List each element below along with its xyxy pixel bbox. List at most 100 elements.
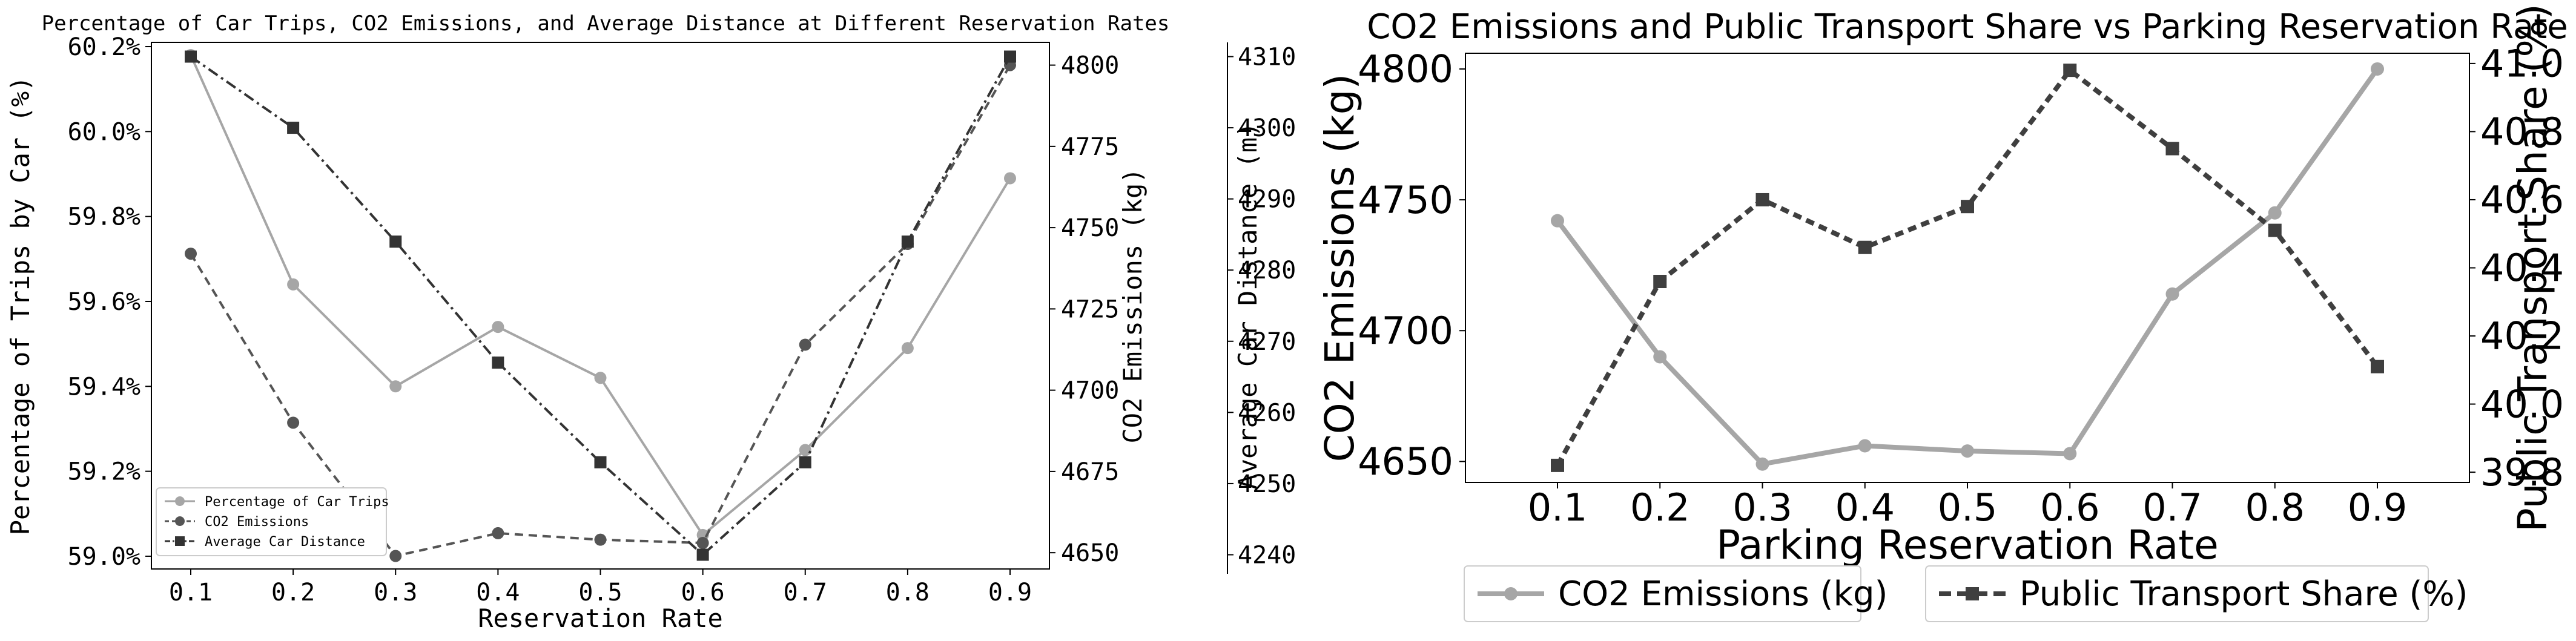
- y-tick-label: 39.8: [2480, 450, 2564, 495]
- series-line: [190, 64, 1011, 557]
- data-point: [1551, 458, 1564, 472]
- data-point: [1653, 275, 1667, 289]
- chart-title: Percentage of Car Trips, CO2 Emissions, …: [42, 12, 1170, 36]
- x-tick-label: 0.8: [2245, 485, 2305, 530]
- x-tick-label: 0.9: [988, 579, 1032, 606]
- x-tick-label: 0.4: [1835, 485, 1895, 530]
- legend-marker: [1966, 587, 1979, 600]
- legend-marker: [175, 496, 185, 506]
- legend: CO2 Emissions (kg) Public Transport Share…: [1464, 565, 2468, 622]
- data-point: [492, 321, 504, 334]
- data-point: [2268, 223, 2282, 237]
- legend-box: [1464, 565, 1861, 622]
- y-tick-label: 4250: [1238, 470, 1296, 498]
- data-point: [287, 416, 300, 429]
- y-tick-label: 4300: [1238, 114, 1296, 142]
- x-tick-label: 0.4: [476, 579, 520, 606]
- data-point: [1858, 240, 1872, 254]
- y-tick-label: 4675: [1061, 458, 1119, 486]
- y-tick-label: 59.6%: [68, 288, 140, 316]
- y-tick-label: 40.6: [2480, 178, 2564, 222]
- x-tick-label: 0.3: [374, 579, 417, 606]
- y-tick-label: 4280: [1238, 257, 1296, 284]
- y-tick-label: 4270: [1238, 328, 1296, 356]
- x-tick-label: 0.7: [2142, 485, 2202, 530]
- y-tick-label: 40.0: [2480, 382, 2564, 426]
- legend: Percentage of Car Trips CO2 Emissions Aver…: [156, 487, 389, 556]
- x-tick-label: 0.8: [886, 579, 930, 606]
- y-tick-label: 40.8: [2480, 110, 2564, 154]
- y-tick-label: 41.0: [2480, 42, 2564, 86]
- data-point: [1755, 192, 1769, 206]
- y-tick-label: 4725: [1061, 295, 1119, 323]
- x-tick-label: 0.3: [1732, 485, 1792, 530]
- x-tick-label: 0.1: [169, 579, 213, 606]
- y-tick-label: 4700: [1358, 309, 1453, 353]
- x-tick-label: 0.9: [2348, 485, 2408, 530]
- data-point: [1551, 214, 1564, 228]
- y-tick-label: 4310: [1238, 44, 1296, 71]
- y-tick-label: 4800: [1358, 47, 1453, 91]
- legend-marker: [175, 516, 185, 526]
- legend-marker: [175, 536, 185, 546]
- plot-frame: [1465, 53, 2470, 483]
- data-point: [594, 456, 607, 468]
- data-point: [2165, 142, 2179, 156]
- data-point: [287, 122, 300, 134]
- data-point: [492, 527, 504, 539]
- y-tick-label: 4260: [1238, 399, 1296, 427]
- data-point: [2268, 206, 2282, 220]
- data-point: [389, 550, 402, 562]
- y-axis-label-right: Public Transport Share (%): [2509, 4, 2556, 532]
- data-point: [799, 444, 811, 456]
- x-tick-label: 0.2: [271, 579, 315, 606]
- y-tick-label: 59.4%: [68, 373, 140, 401]
- data-point: [2063, 447, 2077, 461]
- data-point: [2371, 62, 2384, 76]
- legend-box: [1925, 565, 2429, 622]
- y-tick-label: 4650: [1358, 439, 1453, 484]
- legend-label: Public Transport Share (%): [2020, 574, 2468, 614]
- legend-label: CO2 Emissions: [205, 514, 309, 530]
- y-tick-label: 60.2%: [68, 33, 140, 61]
- y-tick-label: 59.0%: [68, 543, 140, 571]
- series-line: [190, 55, 1011, 556]
- data-point: [1004, 172, 1016, 185]
- data-point: [799, 338, 811, 351]
- y-tick-label: 4650: [1061, 539, 1119, 567]
- data-point: [389, 380, 402, 393]
- y-tick-label: 4800: [1061, 52, 1119, 80]
- x-tick-label: 0.5: [1938, 485, 1998, 530]
- legend-label: CO2 Emissions (kg): [1558, 574, 1887, 614]
- series-line: [1555, 68, 2380, 467]
- data-point: [696, 548, 709, 561]
- x-tick-label: 0.1: [1528, 485, 1588, 530]
- chart-2: CO2 Emissions and Public Transport Share…: [1316, 4, 2568, 622]
- y-tick-label: 4290: [1238, 186, 1296, 214]
- y-tick-label: 4240: [1238, 541, 1296, 569]
- series-line: [1555, 67, 2380, 467]
- data-point: [389, 235, 402, 248]
- data-point: [1004, 50, 1016, 63]
- data-point: [185, 50, 197, 63]
- data-point: [901, 235, 914, 248]
- x-tick-label: 0.7: [784, 579, 827, 606]
- data-point: [1858, 439, 1872, 453]
- x-tick-label: 0.6: [681, 579, 725, 606]
- y-axis-label-left: Percentage of Trips by Car (%): [5, 76, 35, 536]
- x-axis-label: Reservation Rate: [478, 603, 723, 633]
- x-tick-label: 0.6: [2040, 485, 2100, 530]
- legend-box: [156, 487, 387, 556]
- y-tick-label: 59.8%: [68, 203, 140, 231]
- legend-label: Percentage of Car Trips: [205, 495, 389, 510]
- data-point: [1961, 444, 1974, 458]
- x-tick-label: 0.5: [578, 579, 622, 606]
- y-axis-label-right: CO2 Emissions (kg): [1118, 168, 1148, 443]
- chart-1: Percentage of Car Trips, CO2 Emissions, …: [5, 12, 1296, 633]
- y-axis-label-right-outer: Average Car Distance (m): [1233, 122, 1263, 490]
- legend-label: Average Car Distance: [205, 534, 365, 550]
- y-tick-label: 4750: [1358, 178, 1453, 222]
- y-tick-label: 40.2: [2480, 314, 2564, 358]
- y-tick-label: 4750: [1061, 214, 1119, 242]
